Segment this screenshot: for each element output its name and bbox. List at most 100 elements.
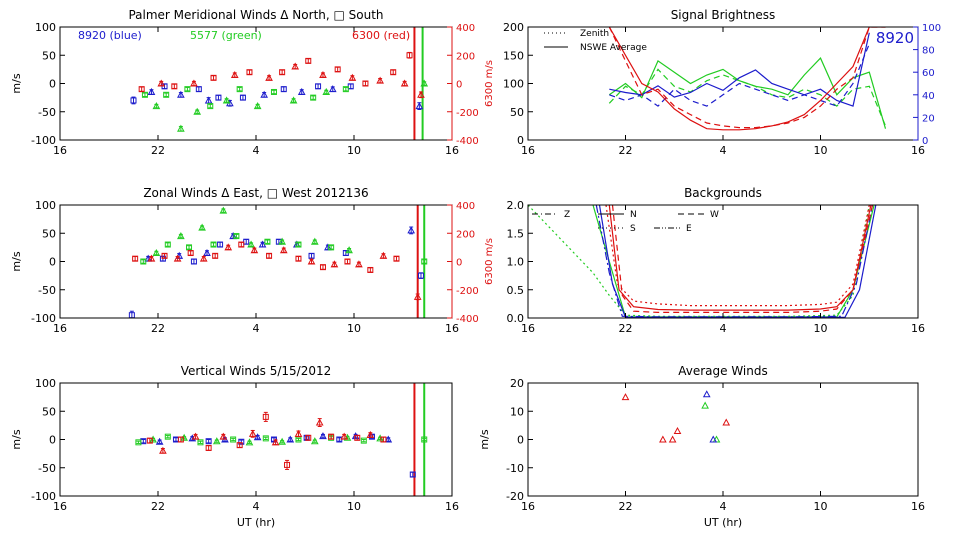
x-tick-label: 10 [347,322,361,335]
data-point [187,250,194,257]
y2-tick-label: 100 [922,23,941,34]
data-point [217,241,224,248]
x-tick-label: 16 [445,500,459,513]
data-point [262,435,269,442]
plot-area [135,383,428,496]
x-tick-label: 16 [521,322,535,335]
data-point [421,436,428,443]
data-point [310,437,319,445]
legend-entry: N [630,210,637,220]
data-point [152,248,161,257]
data-point [219,206,228,214]
data-point [673,426,682,435]
data-point [132,255,139,262]
x-tick-label: 16 [53,144,67,157]
data-point [157,79,166,87]
data-point [191,432,200,440]
y-tick-label: 1.0 [507,256,525,269]
data-point [229,232,237,240]
y2-tick-label: 200 [456,51,475,62]
panel-5: 16 22 4 10 16 20 10 0 -10 -20 Average Winds m/s UT (… [478,364,925,529]
data-point [340,432,349,440]
data-point [141,91,148,98]
data-point [190,258,197,265]
data-point [260,90,269,98]
data-point [286,435,295,443]
legend-entry: W [710,210,719,220]
y-tick-label: 50 [42,227,56,240]
y-axis-label: m/s [478,429,491,449]
data-point [417,272,424,279]
data-point [205,444,212,451]
data-point [279,69,286,76]
y-tick-label: -20 [506,490,524,503]
y-tick-label: 0 [517,134,524,147]
data-point [177,232,185,240]
data-point [210,241,217,248]
data-point [222,96,231,104]
data-point [390,69,397,76]
y-tick-label: 1.5 [507,227,525,240]
y-tick-label: 0 [517,434,524,447]
data-point [152,102,161,110]
legend-entry: NSWE Average [580,43,647,53]
y2-tick-label: -200 [456,108,479,119]
plot-frame [59,204,453,319]
x-tick-label: 22 [619,144,633,157]
x-tick-label: 16 [911,500,925,513]
data-point [177,90,185,98]
data-point [334,66,341,73]
data-point [310,94,317,101]
y2-tick-label: -400 [456,136,479,147]
series-line [608,27,886,129]
data-point [284,461,291,468]
data-point [204,96,213,104]
data-point [219,432,228,440]
y-tick-label: 20 [510,377,524,390]
data-point [147,254,156,262]
plot-area [128,205,428,318]
data-point [413,292,422,300]
x-tick-label: 4 [253,144,260,157]
panel-1: 16 22 4 10 16200150100500100806040200Signal … [503,8,941,157]
y2-tick-label: 0 [456,80,462,91]
y-tick-label: -10 [506,462,524,475]
data-point [344,258,351,265]
data-point [253,102,262,110]
data-point [354,434,361,441]
panel-2: 16 22 4 10 16 100 50 0 -50 -100 400 200 0 -200 -400 Zon… [10,186,495,335]
legend-entry: 6300 (red) [352,29,410,42]
series-line [528,205,870,317]
plot-area [608,27,887,131]
y2-tick-label: 0 [922,136,928,147]
data-point [212,252,219,259]
data-point [278,237,286,245]
data-point [360,437,367,444]
data-point [230,70,239,79]
data-point [702,390,711,398]
data-point [384,435,393,443]
y2-tick-label: 0 [456,258,462,269]
x-tick-label: 16 [53,500,67,513]
y-tick-label: -50 [38,106,56,119]
x-tick-label: 22 [151,500,165,513]
data-point [295,255,302,262]
x-tick-label: 22 [151,322,165,335]
y-tick-label: -100 [31,134,56,147]
data-point [230,436,237,443]
series-line [598,205,877,318]
y2-axis-label: 6300 m/s [484,60,495,107]
series-line [609,32,870,107]
x-tick-label: 4 [720,144,727,157]
data-point [709,435,718,443]
data-point [238,241,245,248]
y-tick-label: 0.0 [507,312,525,325]
legend-entry: S [630,224,636,234]
y2-axis-label: 6300 m/s [484,238,495,285]
x-tick-label: 16 [521,144,535,157]
data-point [417,90,425,98]
data-point [362,80,369,87]
data-point [415,102,424,110]
x-tick-label: 10 [814,500,828,513]
x-tick-label: 16 [521,500,535,513]
